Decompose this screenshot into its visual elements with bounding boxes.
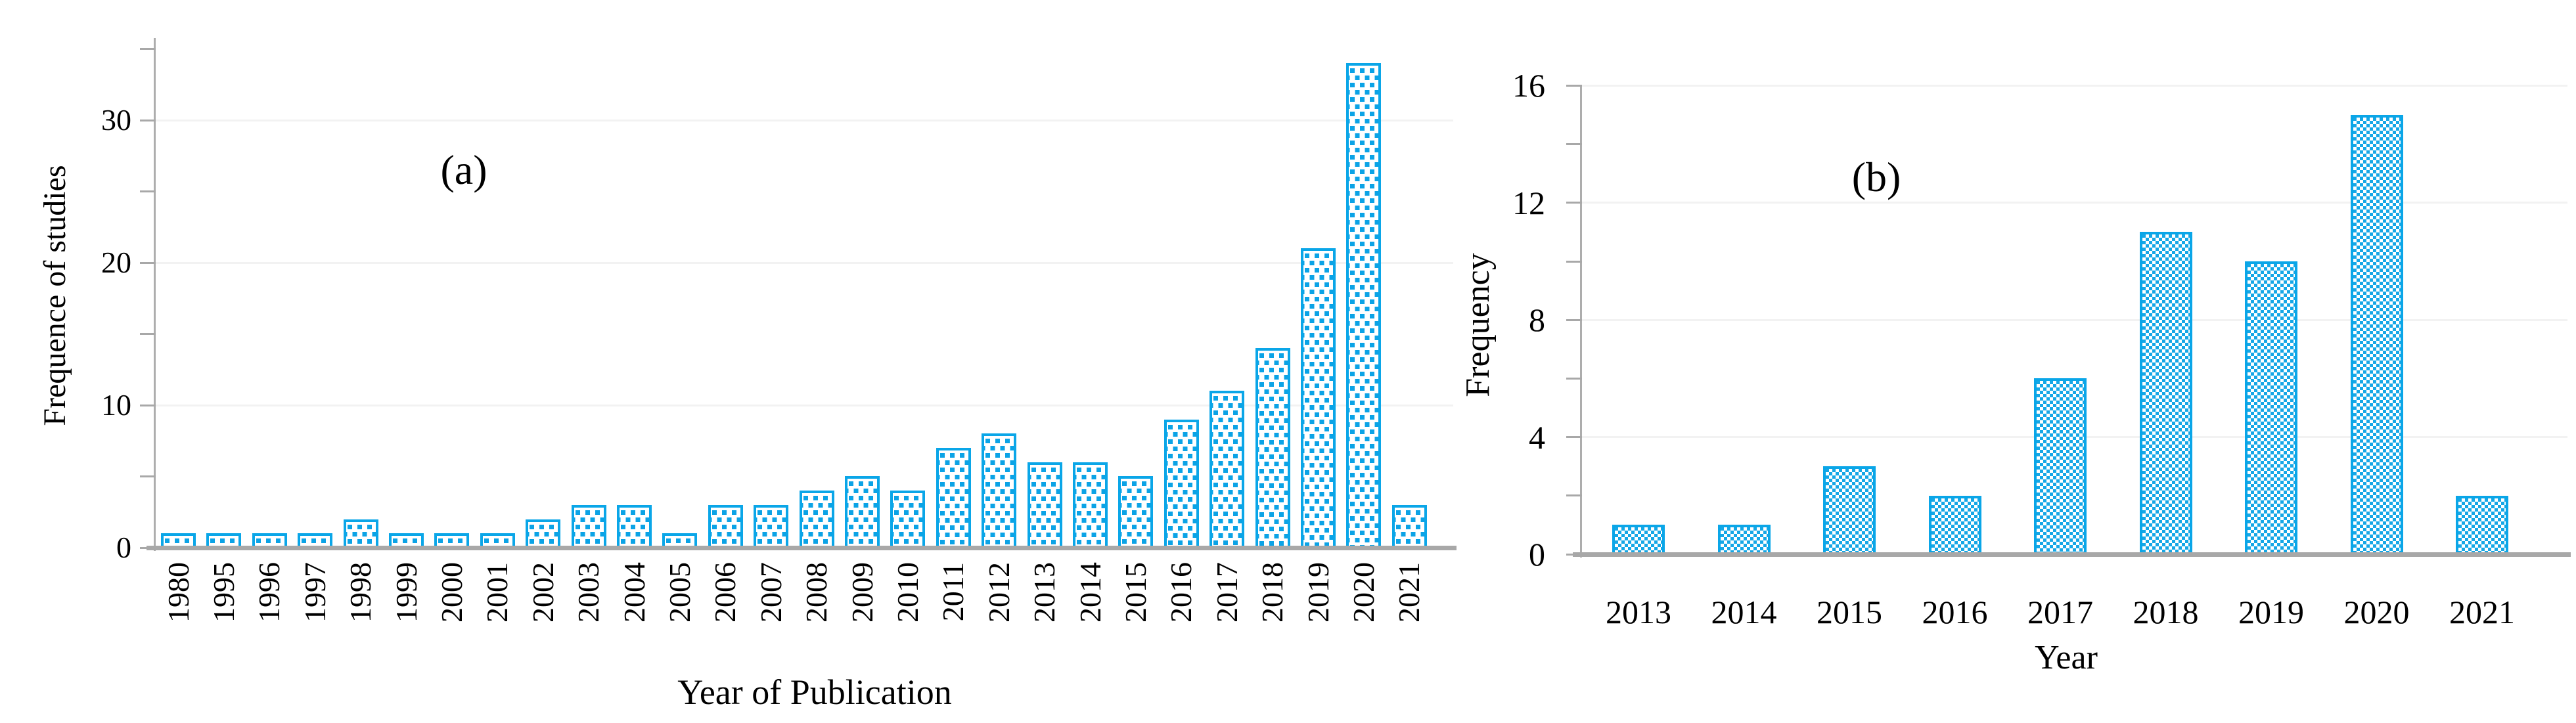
x-tick-label-2018: 2018 [2133,594,2199,630]
bar-2011 [936,448,971,550]
bar-2003 [571,505,606,550]
chart-b-panel-label: (b) [1851,154,1901,200]
y-tick-label-0: 0 [116,531,131,564]
bar-2019 [2245,261,2297,556]
bar-2013 [1612,525,1665,556]
y-tick-label-12: 12 [1512,184,1545,221]
y-axis-line [154,38,156,551]
bar-2021 [2456,496,2508,556]
bar-2016 [1164,420,1199,550]
bar-2015 [1823,466,1876,556]
grid-line-10 [156,404,1453,406]
bar-2008 [799,491,834,550]
y-tick-label-4: 4 [1529,418,1545,456]
y-tick-mark-10 [140,404,156,406]
x-tick-label-2013: 2013 [1606,594,1671,630]
chart-a-panel-label: (a) [440,146,487,193]
grid-line-20 [156,261,1453,264]
x-tick-label-2019: 2019 [2238,594,2304,630]
chart-b-x-axis-title: Year [2035,639,2098,676]
y-tick-label-16: 16 [1512,67,1545,104]
bar-2013 [1027,462,1062,550]
bar-2016 [1928,496,1981,556]
y-tick-mark-15 [140,333,156,335]
bar-2004 [617,505,652,550]
bar-2021 [1391,505,1427,550]
y-tick-label-8: 8 [1529,301,1545,339]
bar-2017 [1209,391,1245,550]
y-tick-mark-6 [1566,377,1582,380]
y-tick-mark-30 [140,119,156,121]
y-tick-label-0: 0 [1529,536,1545,573]
y-tick-mark-10 [1566,260,1582,263]
x-axis-line [147,546,1457,550]
bar-2007 [754,505,789,550]
y-tick-mark-25 [140,190,156,192]
x-tick-label-2014: 2014 [1711,594,1777,630]
bar-2010 [890,491,926,550]
y-tick-label-30: 30 [101,103,131,137]
chart-a-x-axis-title: Year of Publication [677,672,952,712]
y-tick-mark-5 [140,475,156,477]
y-tick-mark-2 [1566,494,1582,497]
x-axis-line [1573,552,2571,557]
grid-line-8 [1582,318,2567,321]
bar-2009 [845,476,880,550]
bar-2018 [1255,348,1290,550]
bar-2006 [708,505,743,550]
x-tick-label-2015: 2015 [1817,594,1882,630]
y-tick-mark-4 [1566,436,1582,439]
x-tick-label-2017: 2017 [2027,594,2093,630]
x-tick-label-2020: 2020 [2343,594,2410,630]
bar-2002 [526,519,561,550]
bar-2014 [1073,462,1108,550]
y-tick-mark-8 [1566,318,1582,321]
grid-line-30 [156,119,1453,121]
y-tick-label-10: 10 [101,388,131,422]
bar-2015 [1118,476,1154,550]
bar-2019 [1301,248,1336,550]
bar-2014 [1717,525,1771,556]
y-tick-mark-35 [140,48,156,50]
y-tick-mark-16 [1566,84,1582,87]
grid-line-16 [1582,84,2567,87]
x-tick-label-2021: 2021 [2449,594,2515,630]
x-tick-label-2016: 2016 [1922,594,1988,630]
bar-2012 [982,433,1017,550]
y-tick-mark-12 [1566,202,1582,204]
y-tick-mark-20 [140,261,156,264]
bar-2018 [2139,232,2192,556]
bar-2017 [2034,378,2087,556]
bar-2020 [1346,63,1382,550]
bar-1998 [343,519,378,550]
y-tick-label-20: 20 [101,246,131,279]
grid-line-12 [1582,202,2567,204]
y-axis-line [1580,85,1582,558]
bar-2020 [2350,115,2403,556]
y-tick-mark-14 [1566,143,1582,146]
